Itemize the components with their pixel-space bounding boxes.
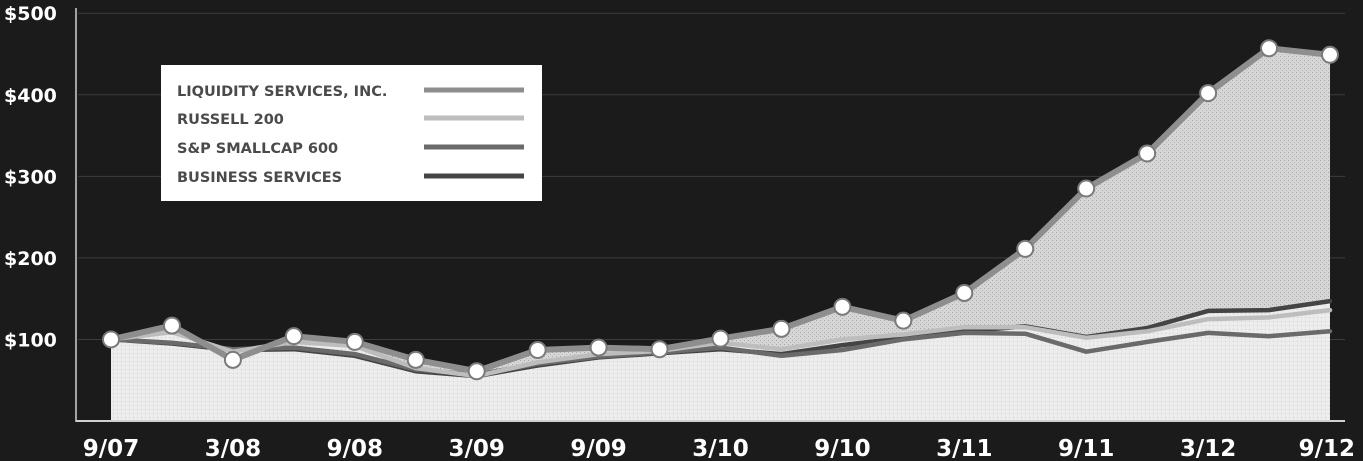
data-point-liquidity-services-inc: [406, 350, 425, 369]
x-tick-label: 9/12: [1299, 436, 1355, 461]
x-tick-label: 9/11: [1058, 436, 1114, 461]
x-tick-label: 3/08: [205, 436, 261, 461]
data-point-liquidity-services-inc: [528, 341, 547, 360]
data-point-liquidity-services-inc: [650, 340, 669, 359]
data-point-liquidity-services-inc: [345, 332, 364, 351]
legend-label-business: BUSINESS SERVICES: [177, 170, 342, 186]
data-point-liquidity-services-inc: [1077, 179, 1096, 198]
data-point-liquidity-services-inc: [772, 319, 791, 338]
data-point-liquidity-services-inc: [894, 311, 913, 330]
data-point-liquidity-services-inc: [1016, 239, 1035, 258]
x-axis-ticks: 9/07 3/08 9/08 3/09 9/09 3/10 9/10 3/11 9/11 3/12…: [83, 436, 1355, 461]
data-point-liquidity-services-inc: [284, 327, 303, 346]
data-point-liquidity-services-inc: [162, 316, 181, 335]
data-point-liquidity-services-inc: [589, 338, 608, 357]
data-point-liquidity-services-inc: [1260, 39, 1279, 58]
data-point-liquidity-services-inc: [833, 297, 852, 316]
y-tick-label: $200: [4, 248, 57, 270]
data-point-liquidity-services-inc: [102, 330, 120, 349]
legend-label-sp600: S&P SMALLCAP 600: [177, 141, 338, 157]
data-point-liquidity-services-inc: [223, 350, 242, 369]
y-tick-label: $500: [4, 3, 57, 25]
x-tick-label: 3/11: [936, 436, 992, 461]
y-axis-ticks: $100 $200 $300 $400 $500: [4, 3, 57, 351]
data-point-liquidity-services-inc: [711, 329, 730, 348]
x-tick-label: 3/10: [692, 436, 748, 461]
legend: LIQUIDITY SERVICES, INC. RUSSELL 200 S&P…: [161, 65, 542, 201]
data-point-liquidity-services-inc: [1199, 84, 1218, 103]
legend-swatches: [424, 87, 524, 179]
area-benchmarks: [111, 301, 1330, 421]
data-point-liquidity-services-inc: [1138, 144, 1157, 163]
data-point-liquidity-services-inc: [467, 362, 486, 381]
x-tick-label: 9/09: [570, 436, 626, 461]
data-markers: [102, 39, 1339, 381]
x-tick-label: 9/07: [83, 436, 139, 461]
x-tick-label: 3/09: [448, 436, 504, 461]
y-tick-label: $300: [4, 166, 57, 188]
y-tick-label: $400: [4, 85, 57, 107]
data-point-liquidity-services-inc: [1321, 45, 1339, 64]
x-tick-label: 3/12: [1180, 436, 1236, 461]
legend-label-liquidity: LIQUIDITY SERVICES, INC.: [177, 84, 387, 100]
x-tick-label: 9/10: [814, 436, 870, 461]
legend-label-russell: RUSSELL 200: [177, 112, 284, 128]
y-tick-label: $100: [4, 329, 57, 351]
x-tick-label: 9/08: [327, 436, 383, 461]
data-point-liquidity-services-inc: [955, 283, 974, 302]
